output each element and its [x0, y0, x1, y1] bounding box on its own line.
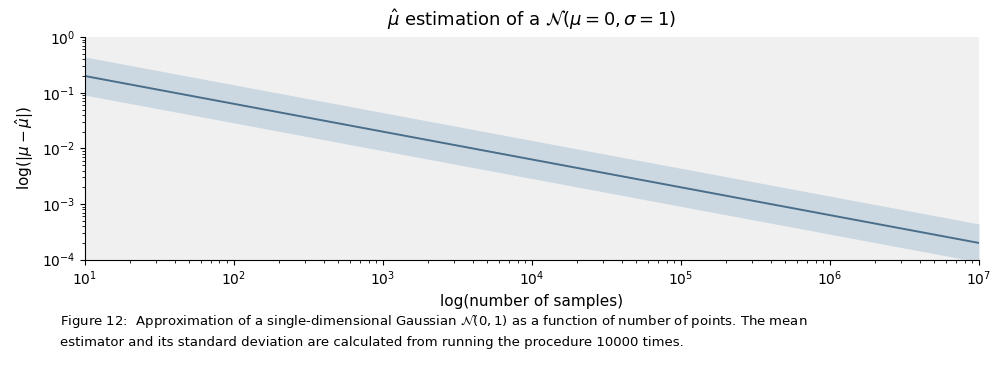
X-axis label: log(number of samples): log(number of samples) [441, 293, 623, 309]
Y-axis label: log$(|\mu - \hat{\mu}|)$: log$(|\mu - \hat{\mu}|)$ [13, 106, 36, 190]
Title: $\hat{\mu}$ estimation of a $\mathcal{N}(\mu=0, \sigma=1)$: $\hat{\mu}$ estimation of a $\mathcal{N}… [388, 7, 676, 32]
Text: Figure 12:  Approximation of a single-dimensional Gaussian $\mathcal{N}(0,1)$ as: Figure 12: Approximation of a single-dim… [60, 312, 807, 349]
